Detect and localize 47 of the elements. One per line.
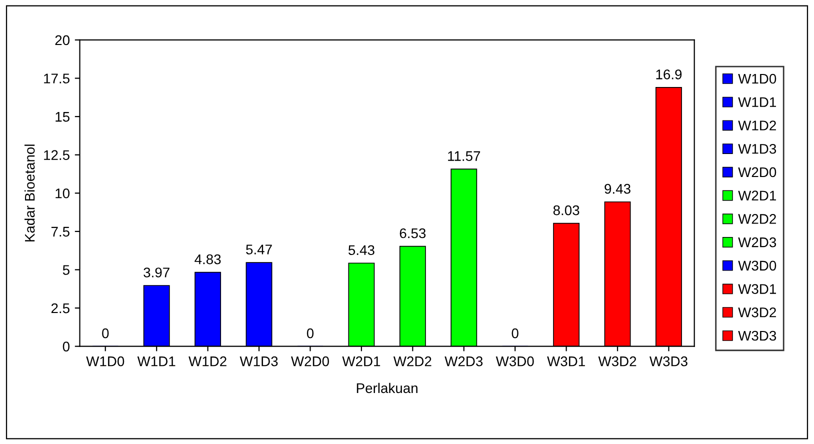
x-axis-title: Perlakuan	[356, 382, 418, 394]
data-label: 5.43	[348, 245, 374, 256]
x-tick-label: W2D2	[393, 356, 432, 366]
x-tick-label: W3D3	[650, 356, 688, 366]
x-tick-label: W3D1	[547, 356, 585, 366]
data-label: 16.9	[656, 70, 682, 80]
legend-label: W1D3	[738, 144, 776, 154]
legend-label: W2D2	[738, 214, 776, 224]
x-tick-label: W1D3	[240, 356, 278, 366]
y-tick-label: 15	[56, 112, 70, 122]
legend-label: W2D0	[738, 167, 776, 178]
data-label: 6.53	[400, 228, 426, 238]
legend-label: W1D0	[738, 74, 776, 84]
data-label: 0	[102, 328, 109, 338]
y-tick-label: 0	[62, 342, 70, 352]
x-tick-label: W2D3	[444, 356, 483, 366]
legend-label: W3D3	[738, 330, 776, 341]
y-tick-label: 7.5	[51, 226, 70, 237]
legend-label: W2D3	[738, 237, 776, 248]
data-label: 4.83	[194, 254, 221, 264]
y-axis-title: Kadar Bioetanol	[24, 144, 35, 242]
legend-label: W3D1	[738, 284, 776, 294]
x-tick-label: W1D2	[188, 356, 226, 366]
x-tick-label: W2D0	[291, 356, 329, 366]
data-label: 8.03	[553, 205, 580, 216]
y-tick-label: 10	[56, 188, 70, 198]
legend-label: W2D1	[738, 190, 776, 200]
x-tick-label: W3D2	[598, 356, 636, 366]
legend-label: W1D2	[738, 120, 776, 130]
y-tick-label: 20	[55, 35, 70, 46]
y-tick-label: 17.5	[44, 74, 70, 84]
legend-label: W3D2	[738, 307, 776, 318]
x-tick-label: W1D0	[86, 356, 124, 366]
y-tick-label: 2.5	[51, 303, 70, 314]
legend-label: W1D1	[738, 97, 776, 107]
y-tick-label: 5	[62, 265, 70, 275]
data-label: 11.57	[448, 151, 480, 161]
x-tick-label: W1D1	[137, 356, 176, 366]
data-label: 9.43	[604, 184, 630, 194]
data-label: 0	[512, 328, 518, 338]
y-tick-label: 12.5	[44, 150, 70, 160]
data-label: 3.97	[144, 268, 170, 278]
data-label: 0	[306, 328, 314, 338]
x-tick-label: W3D0	[496, 356, 534, 366]
legend-label: W3D0	[738, 260, 776, 271]
data-label: 5.47	[246, 244, 272, 254]
x-tick-label: W2D1	[342, 356, 380, 366]
